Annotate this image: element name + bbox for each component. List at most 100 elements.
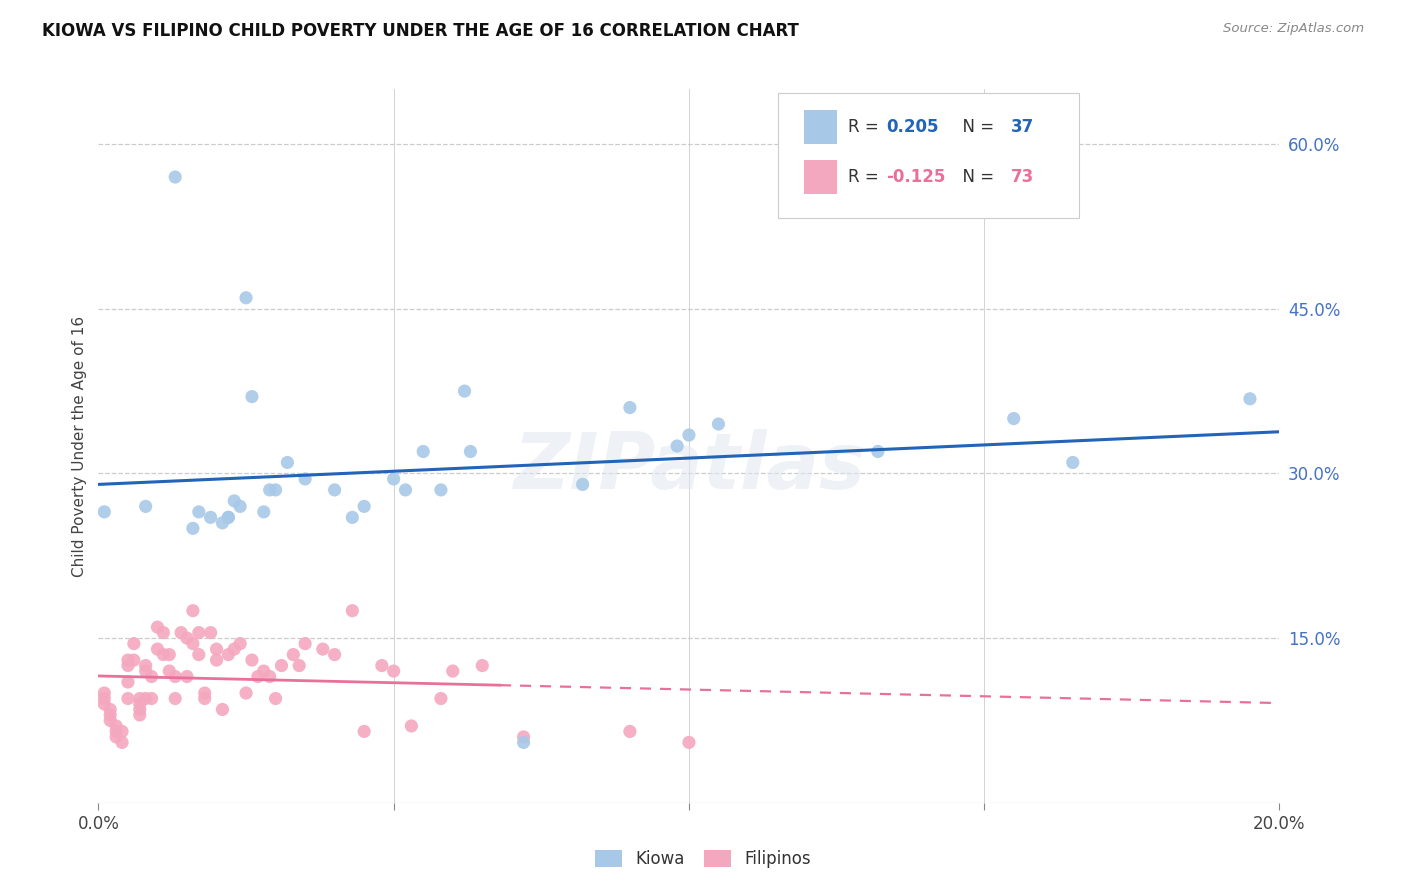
Point [135, 691, 157, 706]
Point [460, 444, 482, 458]
Point [105, 719, 128, 733]
Point [170, 625, 193, 640]
Point [122, 653, 145, 667]
Point [240, 390, 263, 404]
Point [224, 642, 246, 657]
Point [229, 637, 252, 651]
Text: R =: R = [848, 118, 884, 136]
Point [1062, 455, 1084, 469]
Point [453, 384, 475, 398]
Point [165, 669, 187, 683]
Point [276, 455, 298, 469]
Point [200, 625, 222, 640]
Point [181, 604, 204, 618]
Point [205, 653, 228, 667]
Point [294, 472, 316, 486]
Point [259, 483, 281, 497]
Point [117, 658, 139, 673]
Point [240, 653, 263, 667]
Point [98, 702, 121, 716]
Point [146, 642, 169, 657]
Text: R =: R = [848, 168, 884, 186]
Text: ZIPatlas: ZIPatlas [513, 429, 865, 506]
Point [194, 686, 217, 700]
Point [401, 719, 423, 733]
Point [146, 620, 169, 634]
Point [217, 510, 239, 524]
Point [128, 708, 150, 723]
Point [165, 691, 187, 706]
Text: KIOWA VS FILIPINO CHILD POVERTY UNDER THE AGE OF 16 CORRELATION CHART: KIOWA VS FILIPINO CHILD POVERTY UNDER TH… [42, 22, 799, 40]
Point [512, 730, 534, 744]
Point [128, 691, 150, 706]
Point [294, 637, 316, 651]
Point [187, 625, 209, 640]
Point [181, 521, 204, 535]
Point [430, 483, 453, 497]
Point [111, 724, 134, 739]
Point [430, 691, 453, 706]
Point [707, 417, 730, 431]
Point [157, 648, 180, 662]
Point [135, 658, 157, 673]
Point [93, 686, 115, 700]
Text: 37: 37 [1011, 118, 1035, 136]
Point [117, 691, 139, 706]
Point [441, 664, 464, 678]
Point [93, 505, 115, 519]
Point [98, 708, 121, 723]
Point [259, 669, 281, 683]
Point [253, 664, 276, 678]
Point [264, 691, 287, 706]
Point [152, 625, 174, 640]
Point [135, 664, 157, 678]
Point [217, 648, 239, 662]
Point [224, 494, 246, 508]
Point [187, 648, 209, 662]
Point [471, 658, 494, 673]
FancyBboxPatch shape [803, 160, 837, 194]
Point [128, 697, 150, 711]
Point [394, 483, 416, 497]
Point [105, 724, 128, 739]
Point [678, 428, 700, 442]
Point [246, 669, 269, 683]
Point [253, 505, 276, 519]
Point [98, 714, 121, 728]
Point [128, 702, 150, 716]
Point [117, 675, 139, 690]
Point [382, 664, 405, 678]
Point [619, 724, 641, 739]
Point [270, 658, 292, 673]
Point [105, 730, 128, 744]
Point [217, 510, 239, 524]
Point [342, 510, 364, 524]
Point [866, 444, 889, 458]
Point [288, 658, 311, 673]
Text: Source: ZipAtlas.com: Source: ZipAtlas.com [1223, 22, 1364, 36]
Point [382, 472, 405, 486]
Point [371, 658, 394, 673]
Point [111, 735, 134, 749]
Point [512, 735, 534, 749]
Point [229, 500, 252, 514]
Point [1002, 411, 1025, 425]
Text: N =: N = [952, 118, 1000, 136]
Point [312, 642, 335, 657]
Point [176, 669, 198, 683]
Point [181, 637, 204, 651]
Point [235, 686, 257, 700]
Point [353, 724, 375, 739]
Point [323, 648, 346, 662]
Point [141, 691, 163, 706]
Text: N =: N = [952, 168, 1000, 186]
Point [264, 483, 287, 497]
Point [117, 653, 139, 667]
Point [122, 637, 145, 651]
Point [678, 735, 700, 749]
Point [194, 691, 217, 706]
FancyBboxPatch shape [803, 110, 837, 145]
Point [571, 477, 593, 491]
Point [165, 169, 187, 184]
Point [342, 604, 364, 618]
